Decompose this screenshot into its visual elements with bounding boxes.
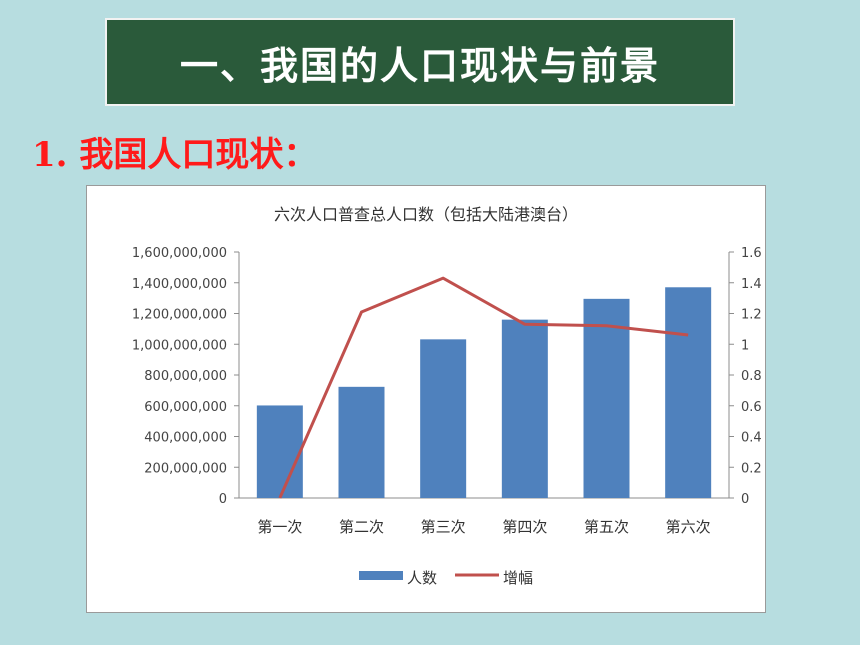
right-tick-label: 0.4 <box>741 431 762 446</box>
left-tick-label: 0 <box>219 492 227 507</box>
bar-5 <box>583 298 630 498</box>
category-label: 第二次 <box>339 518 384 536</box>
slide-title: 一、我国的人口现状与前景 <box>179 42 660 88</box>
legend-bar-swatch <box>359 571 403 580</box>
chart-frame: 六次人口普查总人口数（包括大陆港澳台） 0 200,000,000 400,000,… <box>86 185 766 613</box>
left-tick-label: 1,400,000,000 <box>132 277 227 292</box>
right-tick-label: 0.6 <box>741 400 762 415</box>
left-tick-label: 1,000,000,000 <box>132 338 227 353</box>
left-tick-label: 400,000,000 <box>144 431 227 446</box>
right-tick-label: 1 <box>741 338 749 353</box>
left-tick-label: 800,000,000 <box>144 369 227 384</box>
left-tick-label: 200,000,000 <box>144 461 227 476</box>
right-tick-label: 1.2 <box>741 308 762 323</box>
left-tick-label: 1,200,000,000 <box>132 308 227 323</box>
bar-3 <box>420 339 467 498</box>
growth-line <box>278 276 689 499</box>
category-label: 第四次 <box>502 518 547 536</box>
population-chart: 六次人口普查总人口数（包括大陆港澳台） 0 200,000,000 400,000,… <box>132 205 762 587</box>
chart-title: 六次人口普查总人口数（包括大陆港澳台） <box>274 205 578 224</box>
slide-title-box: 一、我国的人口现状与前景 <box>105 18 735 106</box>
category-label: 第三次 <box>421 518 466 536</box>
category-label: 第一次 <box>257 518 302 536</box>
right-tick-label: 1.4 <box>741 277 762 292</box>
section-subtitle: 1. 我国人口现状： <box>32 135 318 175</box>
right-tick-label: 0.8 <box>741 369 762 384</box>
category-label: 第五次 <box>584 518 629 536</box>
bar-4 <box>501 319 548 498</box>
legend-bar-label: 人数 <box>407 569 437 587</box>
bar-2 <box>338 386 385 498</box>
category-label: 第六次 <box>666 518 711 536</box>
legend-line-label: 增幅 <box>503 569 533 587</box>
bar-1 <box>256 405 303 498</box>
bar-6 <box>665 287 712 498</box>
right-tick-label: 1.6 <box>741 246 762 261</box>
right-tick-label: 0 <box>741 492 749 507</box>
left-tick-label: 1,600,000,000 <box>132 246 227 261</box>
right-tick-label: 0.2 <box>741 461 762 476</box>
left-tick-label: 600,000,000 <box>144 400 227 415</box>
